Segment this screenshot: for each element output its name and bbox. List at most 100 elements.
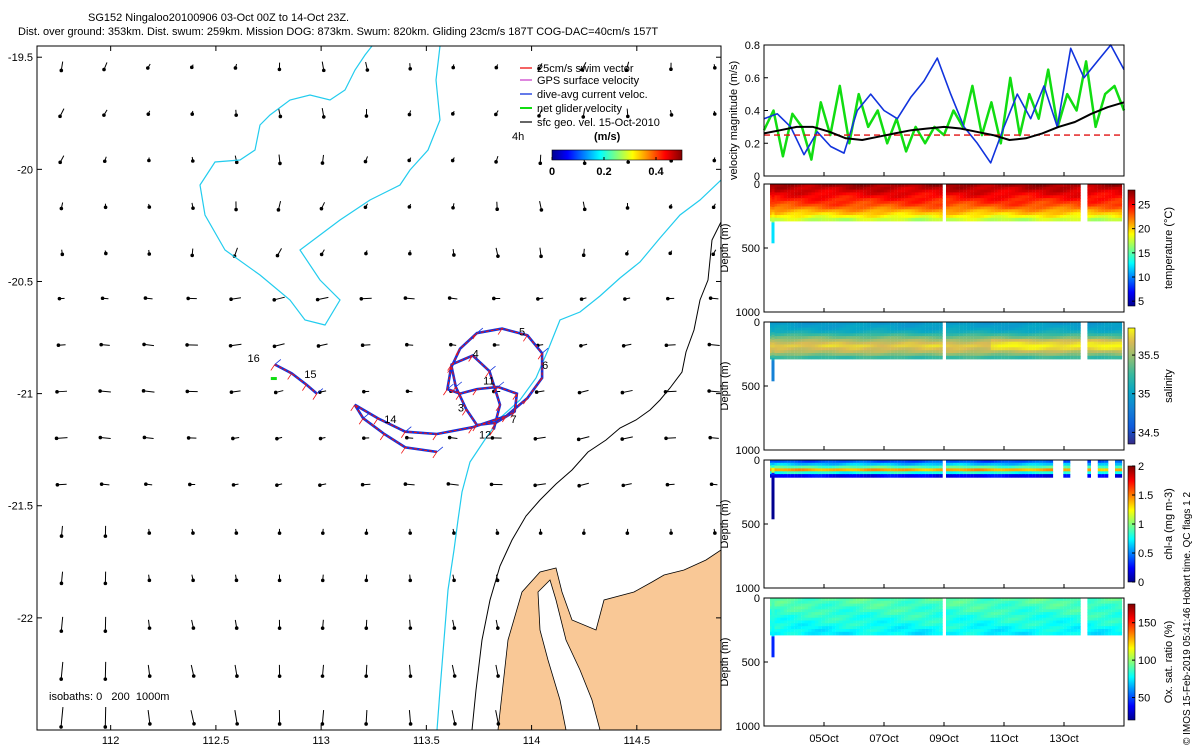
- salinity-cell: [966, 324, 971, 329]
- sfc-vel-head: [147, 626, 152, 630]
- temperature-cell: [818, 200, 822, 205]
- salinity-cell: [1015, 350, 1019, 354]
- temperature-cell: [1094, 195, 1098, 199]
- oxygen-cell: [952, 606, 957, 610]
- temperature-cell: [1049, 200, 1054, 205]
- temperature-cell: [880, 192, 884, 196]
- oxygen-cell: [904, 603, 909, 608]
- salinity-cell: [1042, 333, 1047, 337]
- temperature-cell: [1104, 215, 1109, 219]
- temperature-cell: [1111, 217, 1116, 222]
- salinity-cell: [845, 355, 850, 360]
- salinity-cell: [811, 355, 815, 360]
- salinity-cell: [1039, 338, 1043, 343]
- salinity-cell: [776, 347, 781, 351]
- oxygen-cell: [1056, 626, 1060, 630]
- salinity-cell: [904, 322, 909, 326]
- oxygen-cell: [825, 598, 829, 602]
- oxygen-cell: [870, 612, 874, 616]
- temperature-cell: [1025, 217, 1029, 222]
- oxygen-cell: [870, 623, 874, 627]
- temperature-cell: [883, 192, 888, 196]
- temperature-cell: [849, 203, 853, 208]
- temperature-cell: [771, 191, 775, 195]
- salinity-cell: [925, 333, 929, 337]
- salinity-cell: [839, 350, 843, 354]
- temperature-cell: [1039, 212, 1043, 216]
- sfc-vel-arrow: [147, 710, 151, 724]
- temperature-cell: [939, 184, 943, 188]
- temperature-cb-tick-label: 20: [1138, 224, 1150, 236]
- chl-a-cell: [890, 462, 895, 467]
- oxygen-cell: [828, 629, 833, 633]
- temperature-cell: [890, 195, 895, 199]
- salinity-cell: [856, 341, 860, 346]
- temperature-cell: [970, 209, 974, 213]
- oxygen-cell: [825, 600, 829, 605]
- chl-a-cell: [932, 468, 936, 472]
- sfc-vel-head: [449, 342, 453, 347]
- temperature-cell: [939, 209, 943, 213]
- temperature-cell: [987, 212, 991, 216]
- salinity-cell: [918, 336, 922, 340]
- oxygen-cell: [818, 620, 822, 625]
- temperature-cell: [818, 189, 822, 194]
- salinity-cell: [928, 322, 933, 326]
- temperature-cell: [832, 203, 836, 208]
- sfc-vel-head: [185, 389, 190, 394]
- salinity-cell: [959, 341, 964, 346]
- temperature-cell: [1101, 189, 1105, 194]
- salinity-cell: [963, 344, 967, 349]
- temperature-cell: [1104, 192, 1109, 196]
- temperature-cell: [835, 200, 840, 205]
- salinity-cell: [894, 355, 898, 360]
- oxygen-cell: [890, 600, 895, 605]
- dac-vector: [476, 327, 484, 334]
- temperature-cell: [946, 189, 950, 194]
- oxygen-cell: [787, 626, 791, 630]
- oxygen-cell: [904, 606, 909, 610]
- oxygen-cell: [804, 629, 809, 633]
- oxygen-cell: [1049, 598, 1054, 602]
- temperature-cell: [1094, 212, 1098, 216]
- day-label: 16: [247, 353, 259, 365]
- salinity-cell: [1077, 338, 1081, 343]
- chl-a-cell: [949, 474, 953, 478]
- temperature-cell: [932, 212, 936, 216]
- chl-a-cell: [932, 465, 936, 470]
- salinity-cell: [1039, 324, 1043, 329]
- salinity-cell: [1097, 338, 1102, 343]
- temperature-cell: [1115, 198, 1119, 202]
- salinity-cell: [1104, 338, 1109, 343]
- oxygen-cell: [973, 620, 978, 625]
- temperature-cell: [966, 206, 971, 211]
- oxygen-cell: [814, 629, 819, 633]
- salinity-cell: [771, 355, 775, 359]
- temperature-cell: [994, 215, 998, 219]
- temperature-cell: [866, 195, 871, 199]
- oxygen-cell: [870, 606, 874, 610]
- temperature-cell: [983, 200, 988, 205]
- temperature-cell: [1049, 217, 1054, 222]
- oxygen-cell: [925, 626, 929, 630]
- temperature-cell: [1066, 215, 1071, 219]
- oxygen-cell: [863, 606, 867, 610]
- temperature-cell: [801, 198, 805, 202]
- oxygen-cell: [877, 606, 881, 610]
- temperature-cell: [946, 212, 950, 216]
- salinity-cell: [1073, 355, 1078, 360]
- oxygen-cell: [963, 612, 967, 616]
- chl-a-ylabel: Depth (m): [719, 500, 731, 549]
- chl-a-cell: [849, 465, 853, 470]
- salinity-cell: [773, 341, 778, 346]
- temperature-cell: [925, 212, 929, 216]
- temperature-cell: [890, 200, 895, 205]
- temperature-cell: [1015, 209, 1019, 213]
- salinity-cell: [887, 344, 891, 349]
- temperature-cell: [1018, 192, 1022, 196]
- oxygen-cell: [990, 614, 995, 619]
- chl-a-cell: [849, 468, 853, 472]
- chl-a-cell: [1063, 462, 1067, 467]
- chl-a-cell: [1025, 460, 1029, 464]
- temperature-cell: [845, 215, 850, 219]
